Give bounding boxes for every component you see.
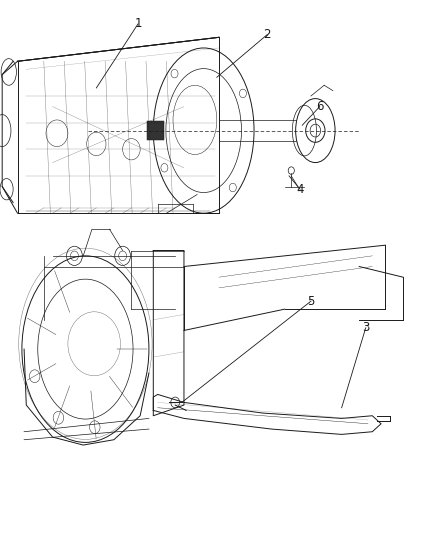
Text: 6: 6	[316, 100, 324, 113]
Text: 5: 5	[307, 295, 314, 308]
Text: 4: 4	[296, 183, 304, 196]
Circle shape	[288, 167, 294, 174]
Text: 2: 2	[263, 28, 271, 41]
Circle shape	[171, 397, 180, 408]
Text: 3: 3	[362, 321, 369, 334]
FancyBboxPatch shape	[147, 121, 164, 140]
Text: 1: 1	[134, 18, 142, 30]
